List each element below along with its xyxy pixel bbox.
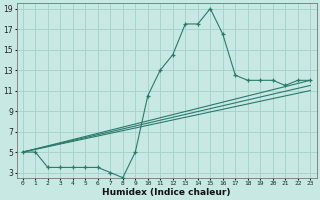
- X-axis label: Humidex (Indice chaleur): Humidex (Indice chaleur): [102, 188, 231, 197]
